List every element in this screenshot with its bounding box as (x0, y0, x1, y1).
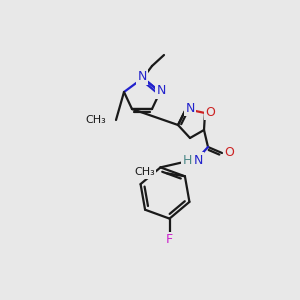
Text: O: O (205, 106, 215, 118)
Text: N: N (193, 154, 203, 166)
Text: O: O (224, 146, 234, 160)
Text: H: H (183, 154, 192, 166)
Text: N: N (185, 101, 195, 115)
Text: CH₃: CH₃ (134, 167, 155, 177)
Text: CH₃: CH₃ (85, 115, 106, 125)
Text: N: N (156, 85, 166, 98)
Text: F: F (166, 233, 173, 246)
Text: N: N (137, 70, 147, 83)
